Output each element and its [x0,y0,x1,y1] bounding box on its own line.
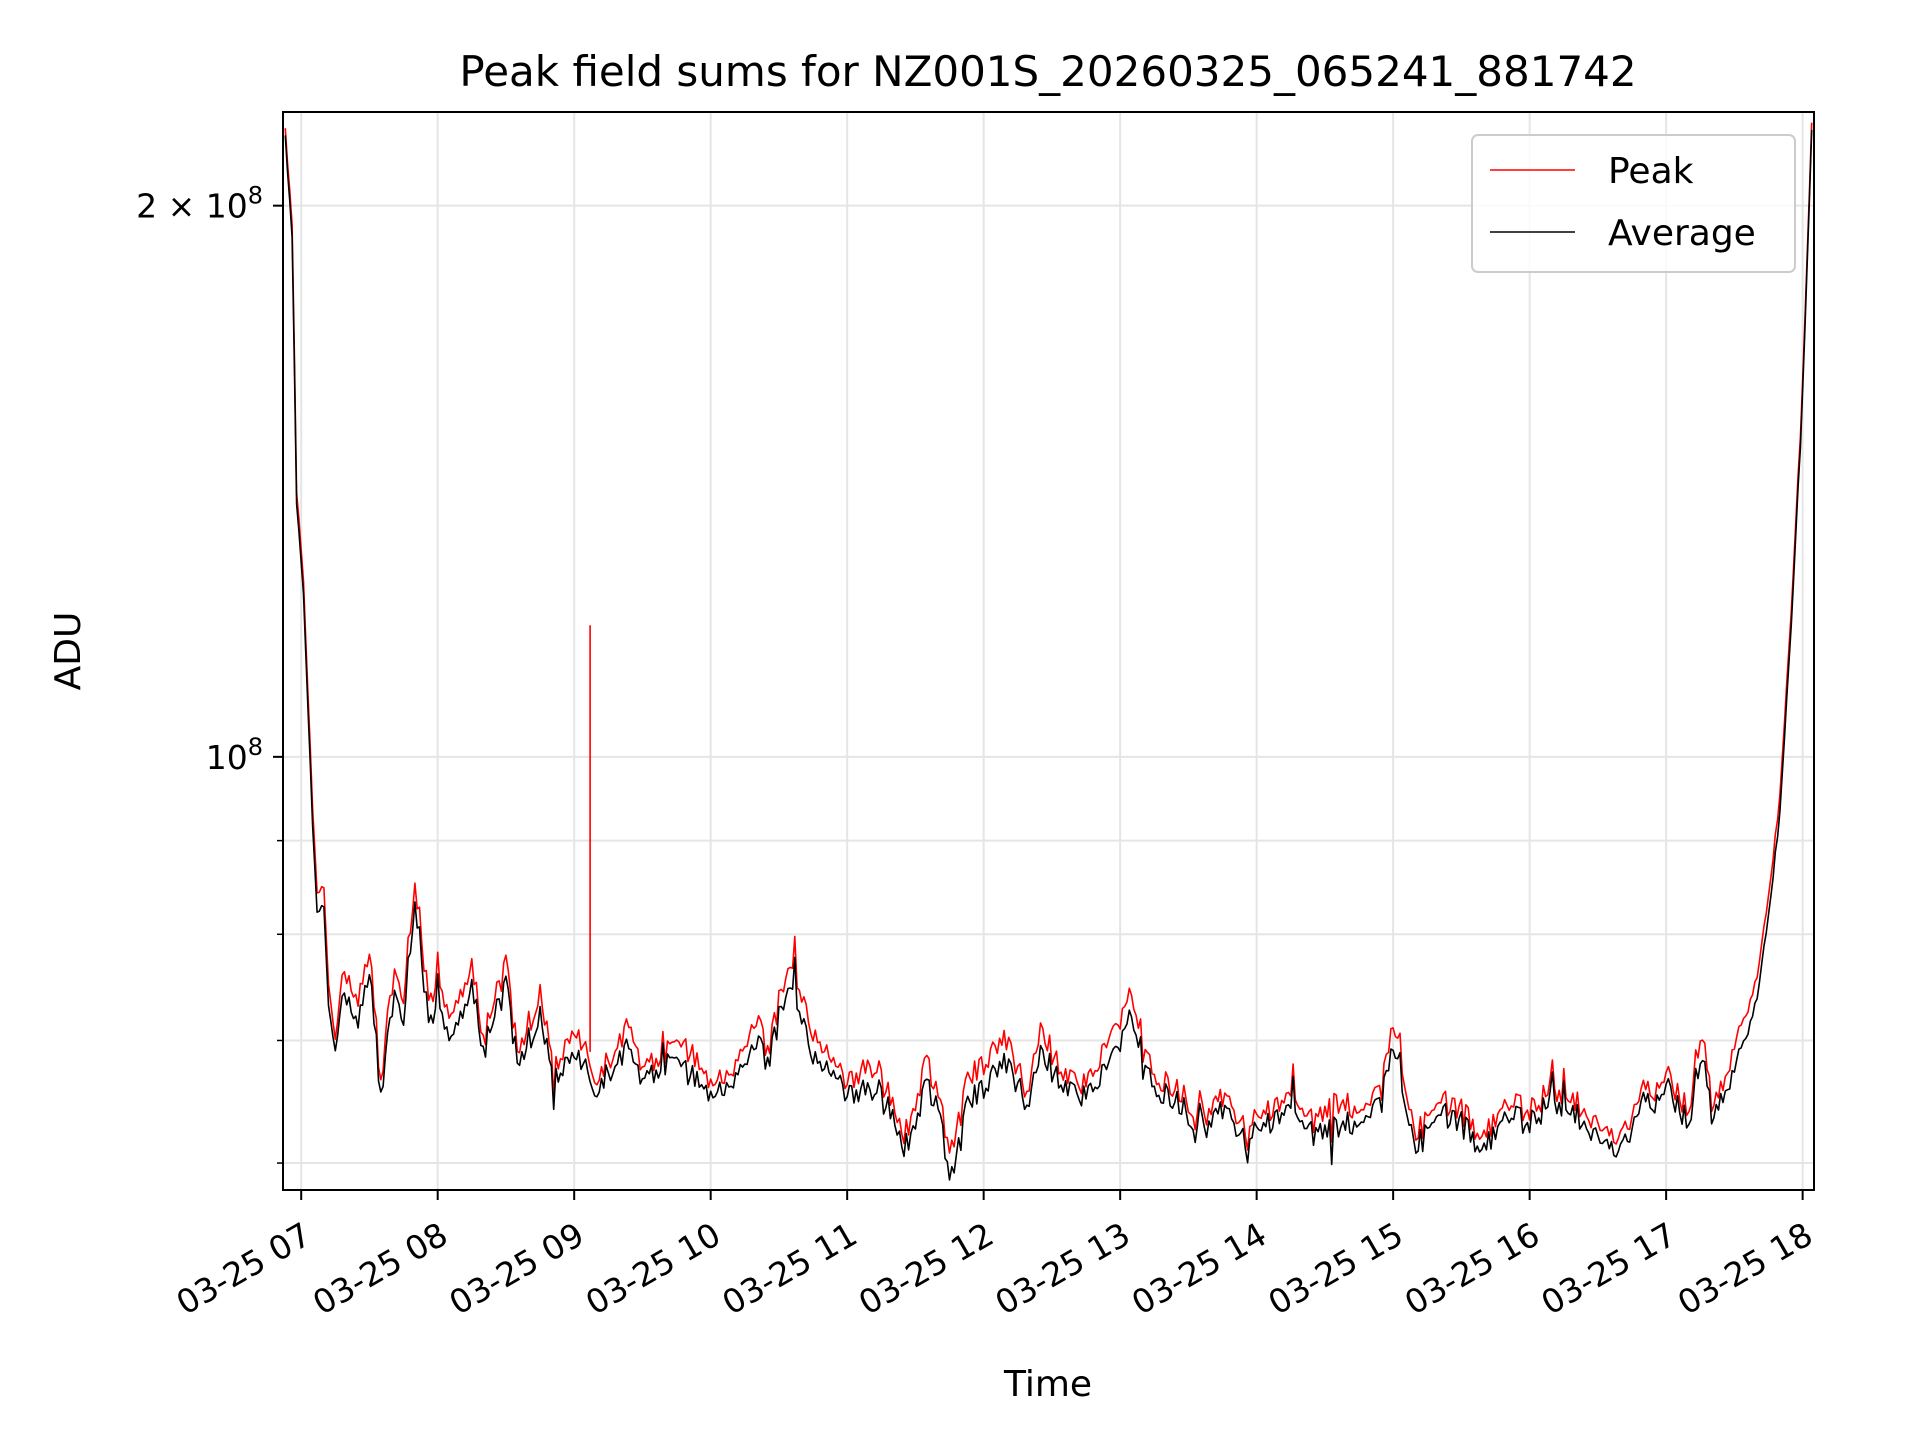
series-line-average [284,129,1813,1181]
chart-title: Peak field sums for NZ001S_20260325_0652… [459,47,1636,96]
series-layer [284,122,1813,1181]
x-axis-label: Time [1003,1364,1092,1405]
grid-layer [283,112,1814,1190]
y-tick-label: 2 × 108 [136,182,263,226]
y-axis-label: ADU [48,612,89,691]
series-line-peak [284,122,1813,1154]
y-tick-label: 108 [206,733,263,777]
plot-frame [282,111,1815,1191]
legend: Peak Average [1471,134,1796,273]
legend-label-peak: Peak [1608,151,1694,192]
legend-label-average: Average [1608,213,1756,254]
